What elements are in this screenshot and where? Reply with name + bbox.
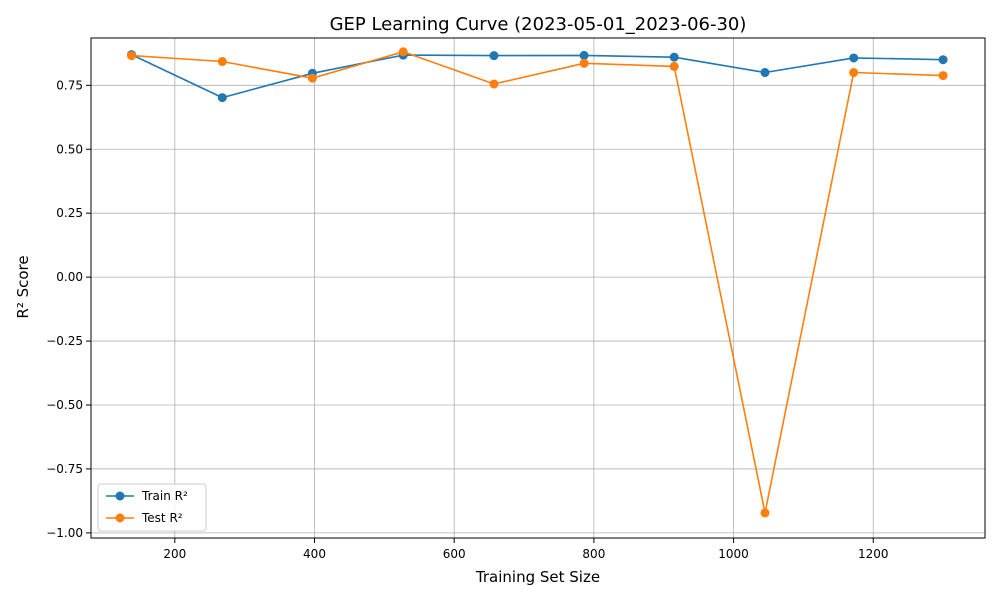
series-line xyxy=(131,53,944,99)
data-point xyxy=(669,52,679,62)
legend-label: Train R² xyxy=(141,489,188,503)
data-point xyxy=(938,71,948,81)
x-tick-label: 1200 xyxy=(858,547,889,561)
series-layer xyxy=(127,47,948,518)
data-point xyxy=(938,55,948,65)
data-point xyxy=(398,47,408,57)
data-point xyxy=(217,57,227,67)
y-tick-label: −0.25 xyxy=(46,334,83,348)
x-tick-label: 400 xyxy=(303,547,326,561)
series-test-r xyxy=(127,47,948,518)
series-line xyxy=(131,50,944,514)
data-point xyxy=(849,53,859,63)
legend-marker xyxy=(115,491,125,501)
legend: Train R² Test R² xyxy=(97,483,207,532)
y-axis-label: R² Score xyxy=(14,255,32,318)
x-tick-label: 1000 xyxy=(718,547,749,561)
legend-marker xyxy=(115,513,125,523)
data-point xyxy=(489,51,499,61)
data-point xyxy=(217,93,227,103)
plot-frame xyxy=(90,37,986,539)
data-point xyxy=(760,68,770,78)
y-tick-label: 0.50 xyxy=(56,142,83,156)
x-tick-label: 200 xyxy=(163,547,186,561)
y-tick-label: 0.75 xyxy=(56,78,83,92)
data-point xyxy=(579,58,589,68)
data-point xyxy=(849,68,859,78)
data-point xyxy=(760,508,770,518)
y-tick-label: −0.50 xyxy=(46,398,83,412)
y-tick-label: 0.00 xyxy=(56,270,83,284)
grid xyxy=(91,38,985,538)
x-tick-label: 600 xyxy=(443,547,466,561)
y-tick-label: −1.00 xyxy=(46,526,83,540)
data-point xyxy=(307,73,317,83)
chart-title: GEP Learning Curve (2023-05-01_2023-06-3… xyxy=(330,14,747,35)
data-point xyxy=(579,50,589,60)
axis-ticks: 200 400 600 800 1000 1200 −1.00 −0.75 −0.50 −0.25… xyxy=(46,78,888,561)
legend-label: Test R² xyxy=(141,511,183,525)
data-point xyxy=(127,51,137,61)
data-point xyxy=(489,79,499,89)
data-point xyxy=(669,61,679,71)
x-tick-label: 800 xyxy=(582,547,605,561)
y-tick-label: −0.75 xyxy=(46,462,83,476)
y-tick-label: 0.25 xyxy=(56,206,83,220)
x-axis-label: Training Set Size xyxy=(475,568,600,586)
